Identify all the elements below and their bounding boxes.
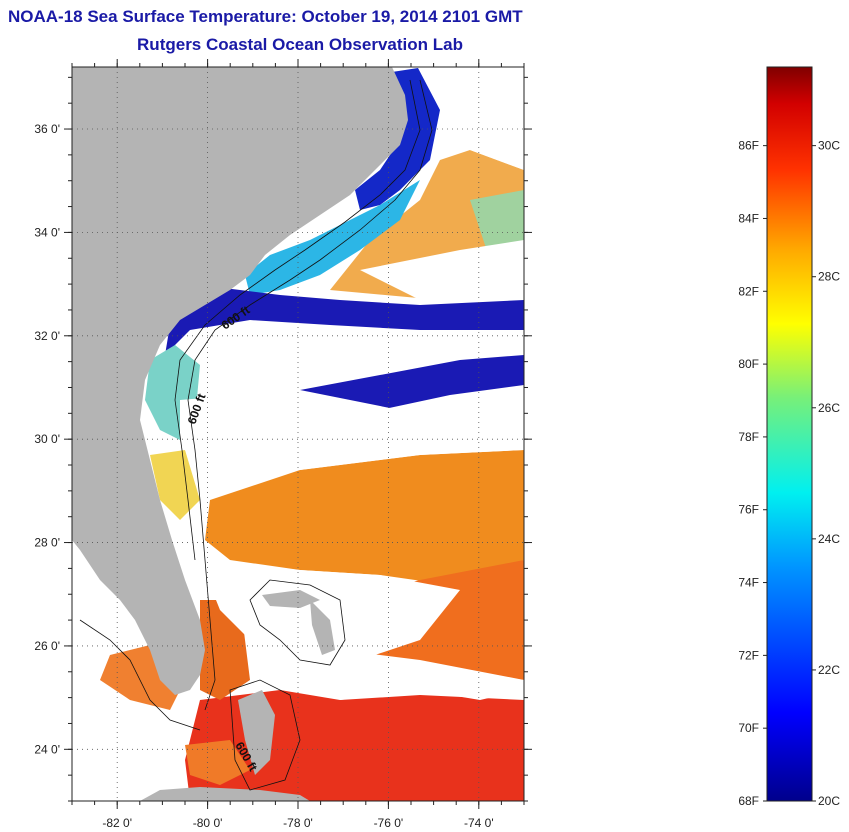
- colorbar-celsius-labels: 30C 28C 26C 24C 22C 20C: [812, 139, 840, 808]
- colorbar-c-label: 28C: [818, 270, 840, 284]
- lat-tick-label: 36 0': [34, 122, 60, 136]
- lon-tick-label: -78 0': [283, 816, 313, 830]
- temperature-colorbar: 86F 84F 82F 80F 78F 76F 74F 72F 70F 68F 30C 28C 26C…: [738, 66, 840, 808]
- colorbar-f-label: 70F: [738, 721, 759, 735]
- colorbar-f-label: 74F: [738, 576, 759, 590]
- lat-tick-label: 34 0': [34, 225, 60, 239]
- keys-warm: [185, 740, 250, 785]
- colorbar-c-label: 26C: [818, 401, 840, 415]
- cloud-patch-4: [340, 650, 524, 700]
- lon-tick-label: -74 0': [464, 816, 494, 830]
- colorbar-f-label: 86F: [738, 139, 759, 153]
- colorbar-c-label: 24C: [818, 532, 840, 546]
- map-layers: 600 ft 600 ft 600 ft: [72, 67, 524, 801]
- lat-tick-label: 30 0': [34, 432, 60, 446]
- sc-shelf-cyan: [245, 180, 420, 295]
- colorbar-c-label: 20C: [818, 794, 840, 808]
- colorbar-f-label: 76F: [738, 503, 759, 517]
- lat-tick-label: 24 0': [34, 742, 60, 756]
- colorbar-gradient: [766, 66, 813, 802]
- colorbar-f-label: 78F: [738, 430, 759, 444]
- lon-tick-label: -80 0': [193, 816, 223, 830]
- grand-bahama: [262, 590, 320, 608]
- longitude-axis: -82 0' -80 0' -78 0' -76 0' -74 0': [71, 59, 525, 830]
- map-subtitle: Rutgers Coastal Ocean Observation Lab: [137, 35, 463, 54]
- colorbar-f-label: 82F: [738, 284, 759, 298]
- isobaths: [79, 79, 433, 791]
- us-southeast-land: [72, 67, 408, 695]
- isobath-600ft-north: [187, 79, 433, 711]
- colorbar-f-label: 80F: [738, 357, 759, 371]
- latitude-axis: 24 0' 26 0' 28 0' 30 0' 32 0' 34 0' 36 0': [34, 76, 532, 802]
- cloud-patch-2: [180, 390, 524, 480]
- colorbar-fahrenheit-labels: 86F 84F 82F 80F 78F 76F 74F 72F 70F 68F: [738, 139, 767, 808]
- yellow-patch-29n: [150, 450, 200, 520]
- andros-island: [238, 690, 275, 775]
- cuba-land: [140, 787, 310, 801]
- cloud-patch-1: [360, 240, 524, 300]
- cloud-patch-5: [440, 80, 524, 170]
- sst-map: 600 ft 600 ft 600 ft 24 0' 26 0' 28 0' 30 0…: [34, 59, 532, 830]
- colorbar-f-label: 84F: [738, 211, 759, 225]
- map-title: NOAA-18 Sea Surface Temperature: October…: [8, 7, 523, 26]
- lon-tick-label: -82 0': [102, 816, 132, 830]
- colorbar-c-label: 22C: [818, 663, 840, 677]
- isobath-gulf: [79, 619, 201, 731]
- lat-tick-label: 32 0': [34, 329, 60, 343]
- lat-tick-label: 26 0': [34, 639, 60, 653]
- lat-tick-label: 28 0': [34, 536, 60, 550]
- isobath-shelf-inner: [174, 79, 421, 561]
- isobath-bahamas: [249, 579, 346, 666]
- nc-cold-water: [355, 68, 440, 210]
- lon-tick-label: -76 0': [374, 816, 404, 830]
- cloud-cover: [180, 80, 524, 700]
- abaco-island: [310, 600, 335, 655]
- colorbar-f-label: 68F: [738, 794, 759, 808]
- colorbar-f-label: 72F: [738, 648, 759, 662]
- isobath-bahamas-south: [229, 679, 301, 791]
- graticule: [72, 67, 524, 801]
- land: [72, 67, 408, 801]
- colorbar-c-label: 30C: [818, 139, 840, 153]
- warm-band-29n: [205, 450, 524, 585]
